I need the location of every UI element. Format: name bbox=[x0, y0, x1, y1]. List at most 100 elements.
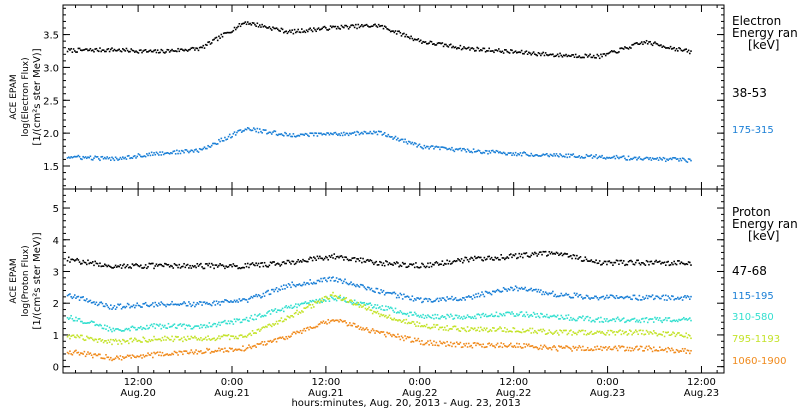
data-point bbox=[381, 134, 384, 136]
data-point bbox=[379, 332, 381, 334]
data-point bbox=[214, 37, 217, 39]
data-point bbox=[186, 352, 189, 354]
data-point bbox=[368, 132, 370, 135]
data-point bbox=[448, 44, 451, 46]
data-point bbox=[178, 323, 181, 326]
data-point bbox=[508, 152, 511, 154]
data-point bbox=[686, 319, 689, 321]
data-point bbox=[478, 314, 481, 316]
data-point bbox=[184, 327, 187, 330]
data-point bbox=[207, 335, 209, 337]
data-point bbox=[340, 24, 343, 27]
data-point bbox=[105, 50, 107, 53]
data-point bbox=[225, 138, 227, 141]
data-point bbox=[441, 297, 444, 299]
data-point bbox=[634, 320, 637, 323]
data-point bbox=[303, 327, 305, 330]
data-point bbox=[619, 329, 621, 331]
data-point bbox=[222, 351, 225, 353]
data-point bbox=[287, 30, 290, 33]
data-point bbox=[552, 315, 554, 317]
data-point bbox=[69, 337, 71, 340]
data-point bbox=[479, 326, 482, 329]
data-point bbox=[555, 251, 558, 254]
data-point bbox=[244, 298, 247, 301]
data-point bbox=[285, 30, 287, 33]
data-point bbox=[405, 337, 408, 340]
data-point bbox=[215, 350, 218, 353]
data-point bbox=[106, 156, 108, 158]
data-point bbox=[463, 297, 465, 299]
data-point bbox=[311, 327, 314, 329]
data-point bbox=[251, 296, 254, 299]
data-point bbox=[588, 319, 590, 322]
data-point bbox=[155, 151, 158, 154]
data-point bbox=[522, 52, 524, 55]
data-point bbox=[489, 292, 492, 295]
data-point bbox=[688, 298, 691, 300]
data-point bbox=[413, 298, 416, 300]
data-point bbox=[177, 47, 179, 50]
data-point bbox=[661, 334, 663, 336]
data-point bbox=[231, 31, 233, 33]
data-point bbox=[616, 331, 619, 334]
data-point bbox=[517, 346, 519, 348]
data-point bbox=[615, 154, 618, 157]
data-point bbox=[227, 320, 230, 322]
data-point bbox=[214, 349, 217, 352]
data-point bbox=[690, 50, 692, 52]
data-point bbox=[684, 48, 686, 51]
data-point bbox=[97, 50, 100, 53]
data-point bbox=[159, 338, 161, 341]
data-point bbox=[622, 260, 625, 262]
data-point bbox=[147, 327, 149, 330]
data-point bbox=[572, 296, 575, 299]
data-point bbox=[542, 328, 545, 331]
data-point bbox=[672, 331, 674, 334]
data-point bbox=[292, 283, 295, 286]
data-point bbox=[345, 281, 348, 284]
data-point bbox=[338, 256, 340, 259]
data-point bbox=[427, 326, 429, 329]
data-point bbox=[405, 141, 408, 143]
data-point bbox=[256, 264, 259, 267]
data-point bbox=[120, 343, 123, 345]
data-point bbox=[140, 306, 142, 308]
data-point bbox=[506, 290, 509, 292]
data-point bbox=[364, 328, 367, 331]
data-point bbox=[364, 24, 367, 26]
data-point bbox=[103, 340, 106, 342]
y-axis-label: ACE EPAM bbox=[9, 258, 19, 303]
data-point bbox=[475, 49, 477, 52]
data-point bbox=[404, 335, 406, 337]
data-point bbox=[147, 265, 149, 268]
data-point bbox=[79, 49, 82, 51]
data-point bbox=[190, 335, 193, 338]
data-point bbox=[224, 136, 226, 139]
data-point bbox=[634, 329, 637, 332]
data-point bbox=[552, 333, 554, 335]
data-point bbox=[365, 132, 368, 135]
data-point bbox=[518, 313, 521, 316]
data-point bbox=[609, 329, 612, 332]
data-point bbox=[308, 304, 310, 306]
data-point bbox=[142, 336, 145, 339]
data-point bbox=[124, 328, 127, 331]
data-point bbox=[443, 146, 446, 149]
data-point bbox=[99, 353, 101, 356]
data-point bbox=[250, 24, 253, 26]
data-point bbox=[281, 28, 284, 31]
data-point bbox=[246, 262, 249, 265]
data-point bbox=[99, 323, 101, 326]
data-point bbox=[466, 346, 469, 348]
data-point bbox=[361, 306, 363, 308]
data-point bbox=[200, 46, 202, 49]
data-point bbox=[197, 303, 200, 305]
data-point bbox=[577, 331, 579, 334]
data-point bbox=[656, 43, 659, 45]
data-point bbox=[184, 338, 187, 341]
data-point bbox=[152, 325, 154, 328]
data-point bbox=[676, 349, 679, 352]
data-point bbox=[632, 157, 635, 160]
data-point bbox=[352, 301, 355, 304]
